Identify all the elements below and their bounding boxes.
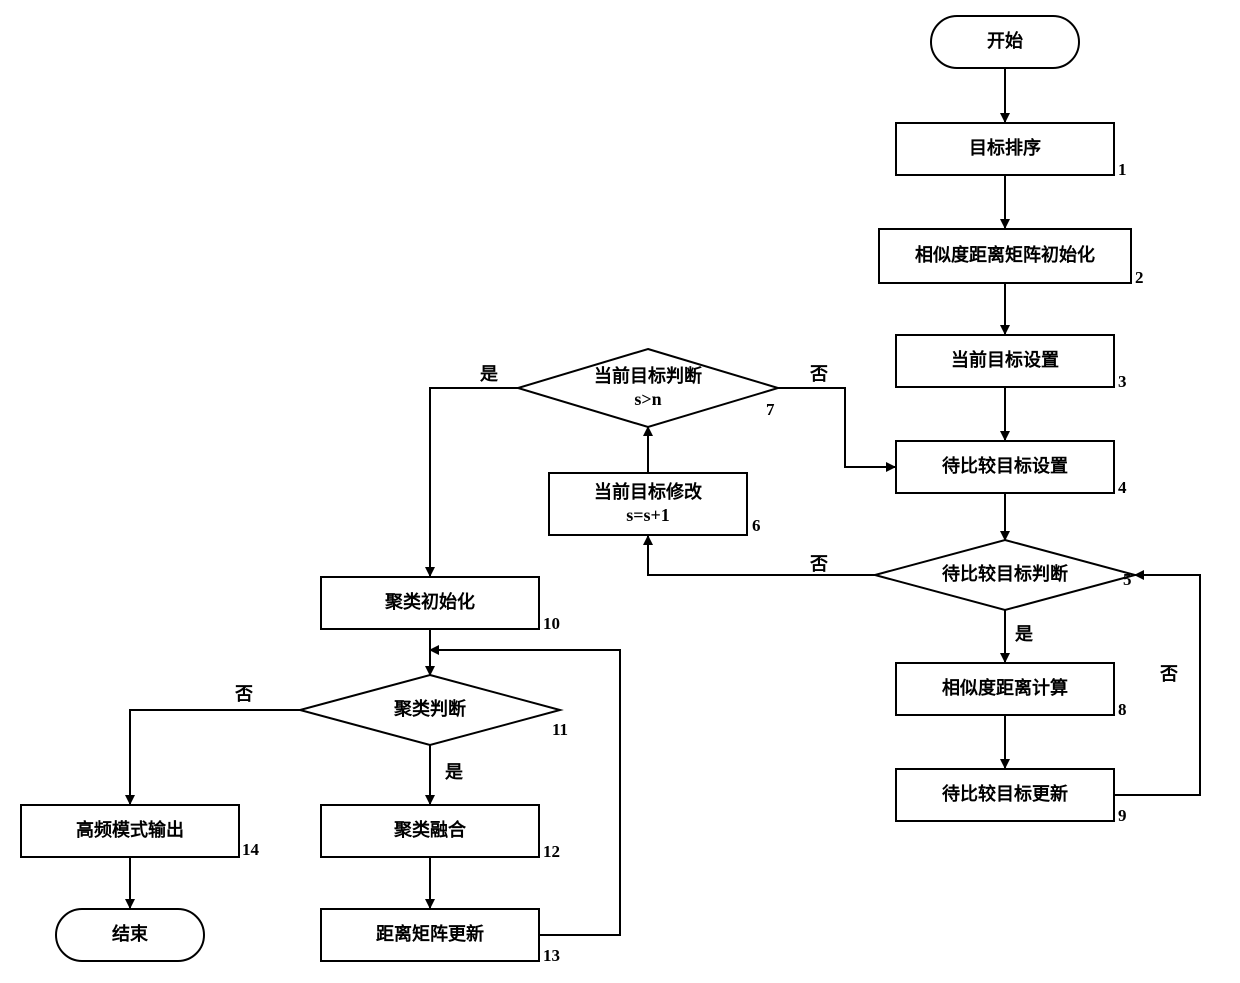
num-11: 11 (552, 720, 568, 740)
node-8: 相似度距离计算 (895, 662, 1115, 716)
edge-label-yes-7: 是 (480, 360, 498, 386)
num-14: 14 (242, 840, 259, 860)
node-14: 高频模式输出 (20, 804, 240, 858)
node-end: 结束 (55, 908, 205, 962)
edge-label-no-5r: 否 (1160, 660, 1178, 686)
node-3: 当前目标设置 (895, 334, 1115, 388)
num-12: 12 (543, 842, 560, 862)
start-label: 开始 (987, 30, 1023, 53)
n4-label: 待比较目标设置 (942, 455, 1068, 478)
edge-label-yes-5: 是 (1015, 620, 1033, 646)
edge-label-yes-11: 是 (445, 758, 463, 784)
n9-label: 待比较目标更新 (942, 783, 1068, 806)
edge-label-no-7: 否 (810, 360, 828, 386)
num-13: 13 (543, 946, 560, 966)
n6-label-1: 当前目标修改 (594, 481, 702, 504)
node-start: 开始 (930, 15, 1080, 69)
node-13: 距离矩阵更新 (320, 908, 540, 962)
n14-label: 高频模式输出 (76, 819, 184, 842)
edge-label-no-11: 否 (235, 680, 253, 706)
node-9: 待比较目标更新 (895, 768, 1115, 822)
node-10: 聚类初始化 (320, 576, 540, 630)
n2-label: 相似度距离矩阵初始化 (915, 244, 1095, 267)
num-6: 6 (752, 516, 761, 536)
num-4: 4 (1118, 478, 1127, 498)
num-5: 5 (1123, 570, 1132, 590)
edge-label-no-5: 否 (810, 550, 828, 576)
num-8: 8 (1118, 700, 1127, 720)
num-9: 9 (1118, 806, 1127, 826)
node-12: 聚类融合 (320, 804, 540, 858)
n6-label-2: s=s+1 (626, 504, 670, 527)
n3-label: 当前目标设置 (951, 349, 1059, 372)
num-7: 7 (766, 400, 775, 420)
n10-label: 聚类初始化 (385, 591, 475, 614)
num-3: 3 (1118, 372, 1127, 392)
num-2: 2 (1135, 268, 1144, 288)
n1-label: 目标排序 (969, 137, 1041, 160)
n8-label: 相似度距离计算 (942, 677, 1068, 700)
node-4: 待比较目标设置 (895, 440, 1115, 494)
num-1: 1 (1118, 160, 1127, 180)
node-6: 当前目标修改 s=s+1 (548, 472, 748, 536)
num-10: 10 (543, 614, 560, 634)
n13-label: 距离矩阵更新 (376, 923, 484, 946)
node-2: 相似度距离矩阵初始化 (878, 228, 1132, 284)
flowchart-canvas: 开始 目标排序 相似度距离矩阵初始化 当前目标设置 待比较目标设置 当前目标修改… (0, 0, 1240, 983)
n12-label: 聚类融合 (394, 819, 466, 842)
node-1: 目标排序 (895, 122, 1115, 176)
end-label: 结束 (112, 923, 148, 946)
